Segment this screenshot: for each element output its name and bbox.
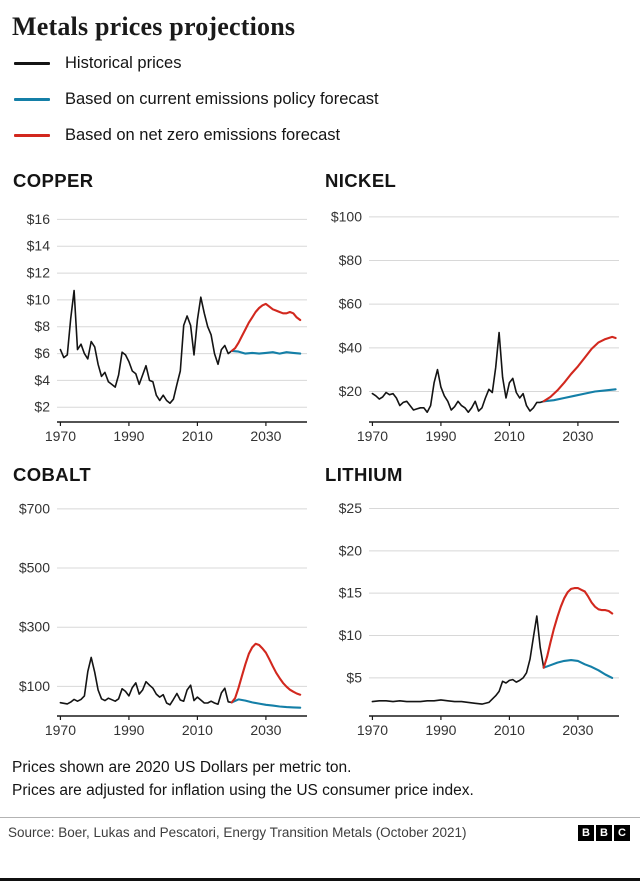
bbc-logo-letter: B [578,824,594,841]
lithium-chart-panel: LITHIUM $5 $10 $15 $20 $25 1970 1990 2010 2030 [323,464,629,746]
bbc-logo-letter: B [596,824,612,841]
bottom-rule [0,878,640,881]
series-netzero [542,335,617,403]
x-tick-label: 1990 [425,428,456,444]
legend-item-policy-forecast: Based on current emissions policy foreca… [14,90,628,109]
y-tick-label: $20 [339,542,363,558]
series-netzero [542,587,614,669]
legend-label: Based on current emissions policy foreca… [65,90,379,108]
series-policy [230,349,302,355]
lithium-chart-title: LITHIUM [325,464,403,485]
y-tick-label: $60 [339,296,363,312]
legend: Historical prices Based on current emiss… [0,50,640,164]
series-policy [542,388,617,403]
y-tick-label: $16 [27,211,51,227]
x-tick-label: 1970 [357,722,388,738]
x-tick-label: 1990 [425,722,456,738]
y-tick-label: $100 [331,208,362,224]
y-tick-label: $100 [19,678,50,694]
y-tick-label: $700 [19,500,50,516]
copper-chart: $2 $4 $6 $8 $10 $12 $14 $16 1970 1990 2010 2030 [27,211,307,444]
series-historical [371,331,545,413]
cobalt-chart-title: COBALT [13,464,92,485]
x-tick-label: 1970 [45,722,76,738]
series-netzero [230,302,302,352]
x-tick-label: 1990 [113,722,144,738]
series-historical [59,289,233,404]
y-tick-label: $10 [27,291,51,307]
y-tick-label: $8 [34,318,50,334]
page-title: Metals prices projections [12,12,296,41]
netzero-forecast-line-swatch [14,134,50,137]
x-tick-label: 2010 [494,428,525,444]
footnote-inflation: Prices are adjusted for inflation using … [12,782,474,800]
cobalt-chart: $100 $300 $500 $700 1970 1990 2010 2030 [19,500,307,738]
x-tick-label: 1970 [357,428,388,444]
series-netzero [230,642,302,704]
y-tick-label: $300 [19,619,50,635]
legend-label: Based on net zero emissions forecast [65,126,341,144]
footnote-units: Prices shown are 2020 US Dollars per met… [12,759,352,776]
y-tick-label: $500 [19,560,50,576]
series-policy [542,659,614,679]
x-tick-label: 2030 [250,722,281,738]
bbc-logo: B B C [578,824,630,841]
y-tick-label: $40 [339,339,363,355]
x-tick-label: 2030 [562,722,593,738]
nickel-chart-title: NICKEL [325,170,397,191]
bbc-logo-letter: C [614,824,630,841]
x-tick-label: 1970 [45,428,76,444]
y-tick-label: $12 [27,265,51,281]
charts-grid: COPPER $2 $4 $6 $8 $10 $12 $14 $16 1970 1990 2010 2… [0,164,640,746]
series-historical [59,656,233,706]
y-tick-label: $2 [34,399,50,415]
y-tick-label: $14 [27,238,51,254]
y-tick-label: $25 [339,500,363,516]
series-policy [230,698,302,709]
y-tick-label: $5 [346,669,362,685]
historical-line-swatch [14,62,50,65]
legend-item-historical: Historical prices [14,54,628,73]
copper-chart-panel: COPPER $2 $4 $6 $8 $10 $12 $14 $16 1970 1990 2010 2… [11,170,317,452]
footnotes: Prices shown are 2020 US Dollars per met… [0,746,640,803]
x-tick-label: 1990 [113,428,144,444]
x-tick-label: 2010 [182,428,213,444]
y-tick-label: $80 [339,252,363,268]
x-tick-label: 2010 [182,722,213,738]
legend-item-netzero-forecast: Based on net zero emissions forecast [14,126,628,145]
nickel-chart: $20 $40 $60 $80 $100 1970 1990 2010 2030 [331,208,619,444]
legend-label: Historical prices [65,54,182,72]
x-tick-label: 2030 [250,428,281,444]
y-tick-label: $6 [34,345,50,361]
y-tick-label: $4 [34,372,50,388]
copper-chart-title: COPPER [13,170,94,191]
source-text: Source: Boer, Lukas and Pescatori, Energ… [8,825,467,840]
cobalt-chart-panel: COBALT $100 $300 $500 $700 1970 1990 2010 2030 [11,464,317,746]
policy-forecast-line-swatch [14,98,50,101]
y-tick-label: $20 [339,383,363,399]
lithium-chart: $5 $10 $15 $20 $25 1970 1990 2010 2030 [339,500,619,738]
x-tick-label: 2030 [562,428,593,444]
series-historical [371,615,545,705]
y-tick-label: $10 [339,627,363,643]
y-tick-label: $15 [339,585,363,601]
source-bar: Source: Boer, Lukas and Pescatori, Energ… [0,816,640,849]
x-tick-label: 2010 [494,722,525,738]
nickel-chart-panel: NICKEL $20 $40 $60 $80 $100 1970 1990 2010 2030 [323,170,629,452]
